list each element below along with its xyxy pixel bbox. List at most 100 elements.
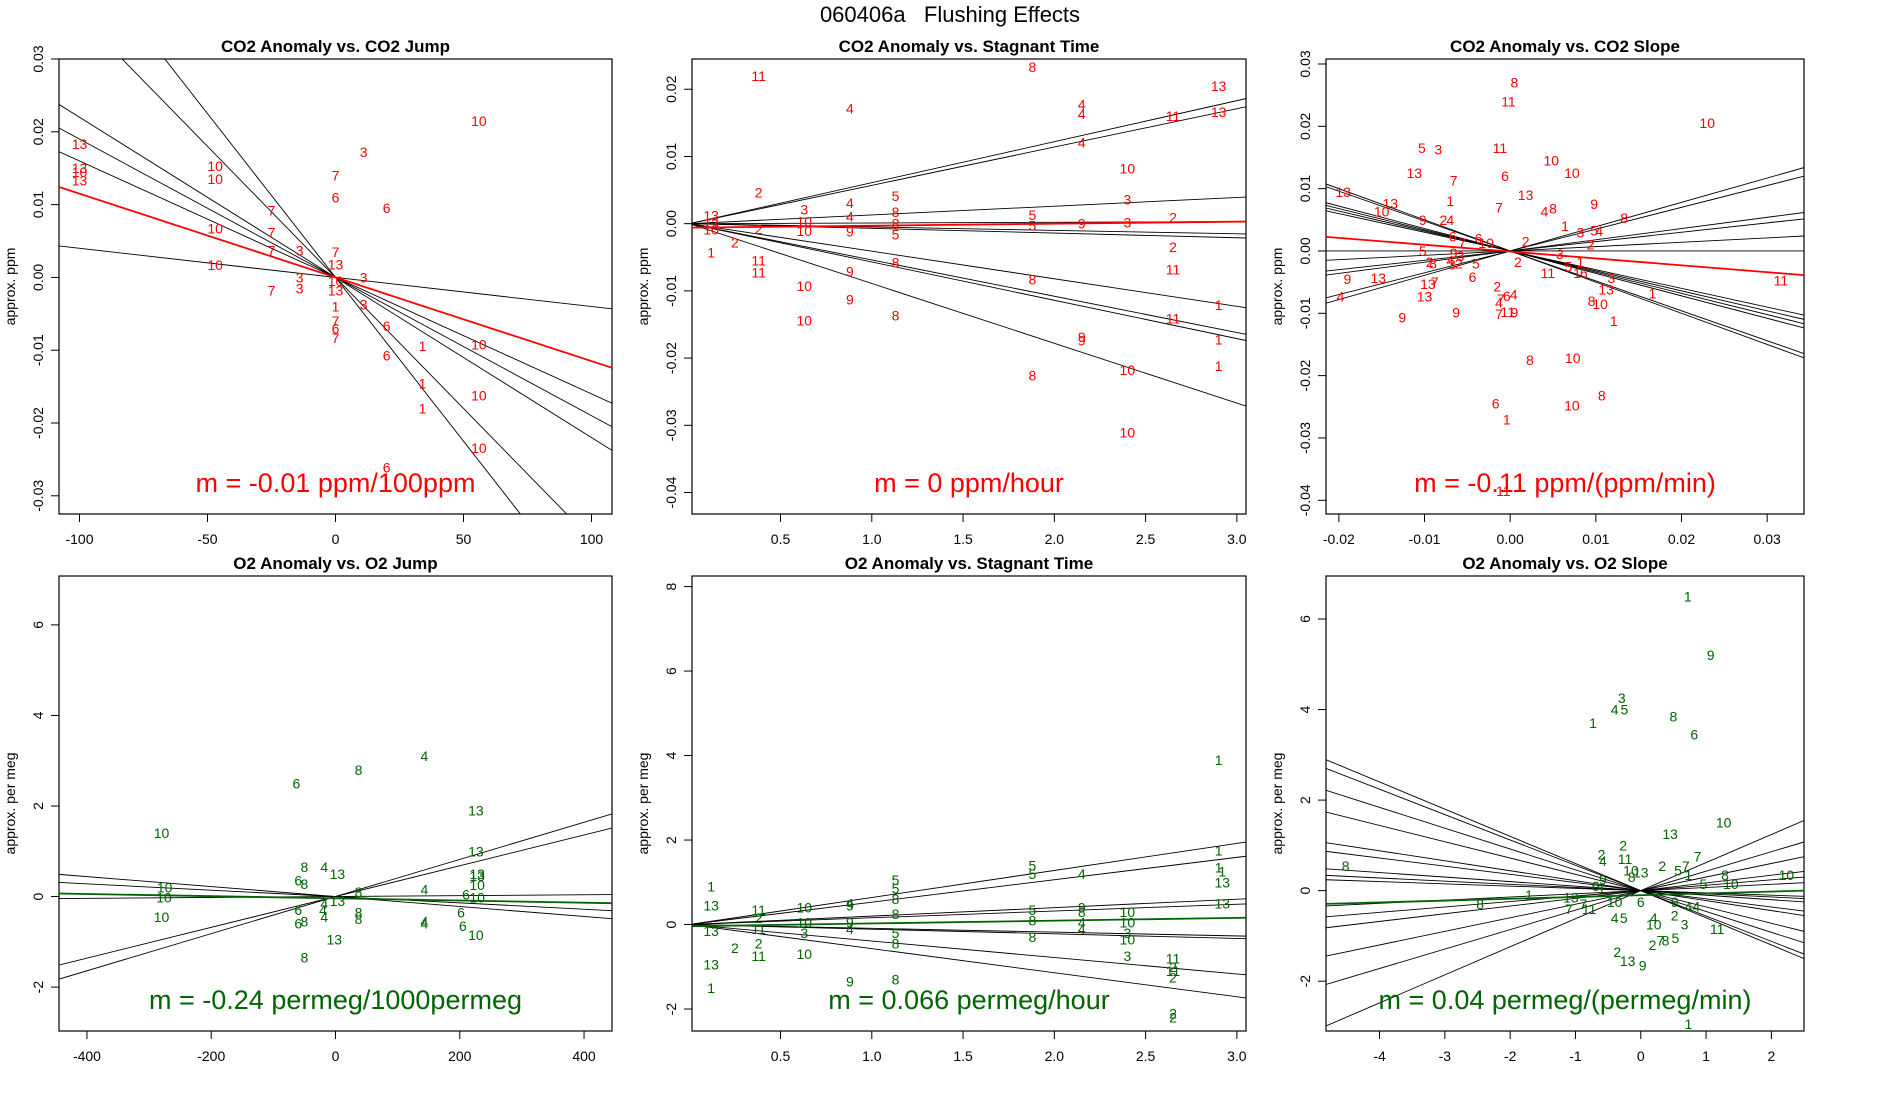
- data-point-label: 13: [1598, 282, 1614, 298]
- data-point-label: 8: [1342, 858, 1350, 874]
- figure-title: 060406a Flushing Effects: [819, 2, 1081, 27]
- data-point-label: 10: [328, 273, 344, 289]
- data-point-label: 11: [751, 902, 766, 918]
- data-point-label: 3: [1457, 248, 1465, 264]
- data-point-label: 13: [1662, 826, 1678, 842]
- data-point-label: 8: [1029, 59, 1037, 75]
- data-point-label: 8: [301, 950, 309, 966]
- data-point-label: 3: [1448, 257, 1456, 273]
- data-point-label: 13: [1563, 889, 1579, 905]
- data-point-label: 8: [1029, 929, 1037, 945]
- slope-annotation: m = 0.066 permeg/hour: [828, 985, 1109, 1015]
- x-tick-label: 1.5: [953, 1048, 973, 1064]
- data-point-label: 6: [1475, 231, 1483, 247]
- data-point-label: 10: [1120, 362, 1136, 378]
- data-point-label: 9: [1344, 271, 1352, 287]
- plot-frame: [1325, 575, 1805, 1032]
- data-point-label: 10: [156, 889, 172, 905]
- data-point-label: 8: [355, 904, 363, 920]
- y-tick-label: -2: [1297, 975, 1313, 988]
- x-tick-label: 3.0: [1227, 1048, 1247, 1064]
- group-fit-line: [692, 924, 1246, 999]
- data-point-label: 10: [1120, 161, 1136, 177]
- x-tick-label: 1.0: [862, 1048, 882, 1064]
- data-point-label: 10: [1723, 876, 1739, 892]
- data-point-label: 1: [1215, 358, 1223, 374]
- plot-frame: [691, 575, 1247, 1032]
- data-point-label: 3: [1556, 246, 1564, 262]
- group-fit-line: [1326, 210, 1804, 316]
- data-point-label: 1: [419, 376, 427, 392]
- data-point-label: 5: [1029, 218, 1037, 234]
- data-point-label: 6: [1449, 229, 1457, 245]
- data-point-label: 8: [301, 859, 309, 875]
- data-point-label: 1: [707, 245, 715, 261]
- y-tick-label: -0.01: [663, 275, 679, 307]
- y-axis-label: approx. ppm: [2, 248, 18, 326]
- group-fit-line: [692, 841, 1246, 925]
- data-point-label: 3: [1123, 214, 1131, 230]
- slope-annotation: m = -0.11 ppm/(ppm/min): [1414, 468, 1716, 498]
- x-tick-label: 400: [572, 1048, 596, 1064]
- data-point-label: 10: [469, 889, 485, 905]
- data-point-label: 4: [319, 902, 327, 918]
- data-point-label: 2: [755, 910, 763, 926]
- data-point-label: 2: [1426, 254, 1434, 270]
- data-point-label: 8: [1588, 293, 1596, 309]
- data-point-label: 5: [1418, 140, 1426, 156]
- data-point-label: 6: [332, 320, 340, 336]
- data-point-label: 4: [1692, 898, 1700, 914]
- data-point-label: 8: [355, 884, 363, 900]
- data-point-label: 10: [1120, 914, 1136, 930]
- data-point-label: 5: [1671, 930, 1679, 946]
- plot-frame: [1325, 58, 1805, 515]
- x-tick-label: 0.03: [1754, 531, 1781, 547]
- y-tick-label: 4: [663, 751, 679, 759]
- data-point-label: 1: [1215, 843, 1223, 859]
- data-point-label: 9: [846, 263, 854, 279]
- data-point-label: 10: [469, 877, 485, 893]
- overall-fit-line: [692, 916, 1246, 928]
- data-point-label: 9: [1419, 212, 1427, 228]
- data-point-label: 2: [1587, 237, 1595, 253]
- data-point-label: 7: [332, 330, 340, 346]
- data-point-label: 11: [1774, 272, 1789, 288]
- overall-fit-line: [59, 186, 612, 369]
- group-fit-line: [692, 223, 1246, 335]
- data-point-label: 5: [1621, 702, 1629, 718]
- x-tick-label: -100: [65, 531, 93, 547]
- x-tick-label: 0.02: [1668, 531, 1695, 547]
- data-point-label: 10: [207, 221, 223, 237]
- data-point-label: 1: [1215, 860, 1223, 876]
- group-fit-line: [1326, 204, 1804, 325]
- data-point-label: 8: [355, 762, 363, 778]
- group-fit-line: [59, 894, 612, 900]
- x-tick-label: 50: [456, 531, 472, 547]
- x-tick-label: 0.01: [1582, 531, 1609, 547]
- data-point-label: 5: [1620, 910, 1628, 926]
- data-point-label: 1: [1577, 254, 1585, 270]
- panel-title: CO2 Anomaly vs. CO2 Slope: [1450, 37, 1680, 56]
- data-point-label: 13: [469, 866, 485, 882]
- data-point-label: 2: [1619, 837, 1627, 853]
- data-point-label: 3: [800, 925, 808, 941]
- overall-fit-line: [692, 220, 1246, 229]
- data-point-label: 13: [468, 843, 484, 859]
- data-point-label: 13: [326, 932, 342, 948]
- data-point-label: 9: [846, 898, 854, 914]
- y-tick-label: 8: [663, 582, 679, 590]
- group-fit-line: [692, 106, 1246, 224]
- data-point-label: 9: [1599, 871, 1607, 887]
- y-tick-label: -0.02: [30, 407, 46, 439]
- data-point-label: 2: [1658, 858, 1666, 874]
- slope-annotation: m = 0 ppm/hour: [874, 468, 1064, 498]
- data-point-label: 13: [328, 283, 344, 299]
- y-tick-label: 0.03: [1297, 50, 1313, 77]
- x-tick-label: 0.00: [1497, 531, 1524, 547]
- data-point-label: 7: [1495, 306, 1503, 322]
- panel-title: O2 Anomaly vs. Stagnant Time: [845, 554, 1093, 573]
- y-tick-label: 0: [1297, 887, 1313, 895]
- panel-title: CO2 Anomaly vs. CO2 Jump: [221, 37, 450, 56]
- data-point-label: 11: [1500, 304, 1515, 320]
- data-point-label: 3: [296, 269, 304, 285]
